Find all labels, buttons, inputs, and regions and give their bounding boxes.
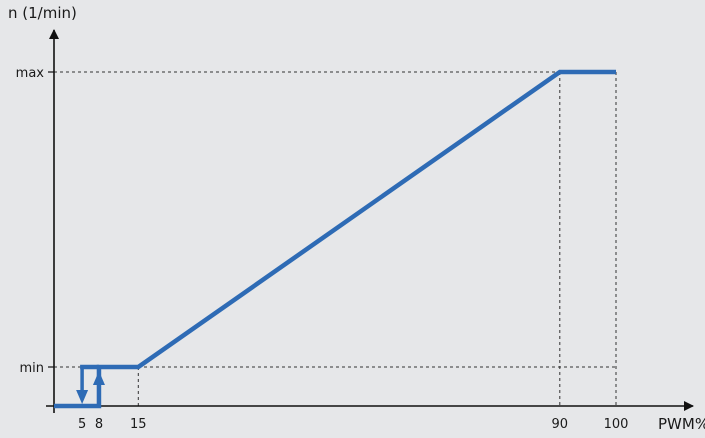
speed-curve-line: [54, 69, 616, 409]
x-axis-title: PWM%: [658, 415, 705, 433]
x-tick-label-8: 8: [95, 417, 103, 432]
guide-lines: [54, 71, 617, 406]
x-tick-label-100: 100: [604, 417, 629, 432]
y-tick-label-min: min: [19, 361, 44, 376]
tick-labels: min max 5 8 15 90 100 PWM% n (1/min): [8, 4, 705, 433]
axes: [46, 29, 694, 413]
x-tick-label-90: 90: [552, 417, 569, 432]
arrow-down-head: [76, 390, 89, 404]
y-tick-label-max: max: [16, 66, 45, 81]
x-tick-label-5: 5: [78, 417, 86, 432]
speed-curve: [54, 69, 616, 409]
x-tick-label-15: 15: [130, 417, 147, 432]
y-axis-title: n (1/min): [8, 4, 77, 22]
arrow-up-head: [92, 371, 105, 385]
